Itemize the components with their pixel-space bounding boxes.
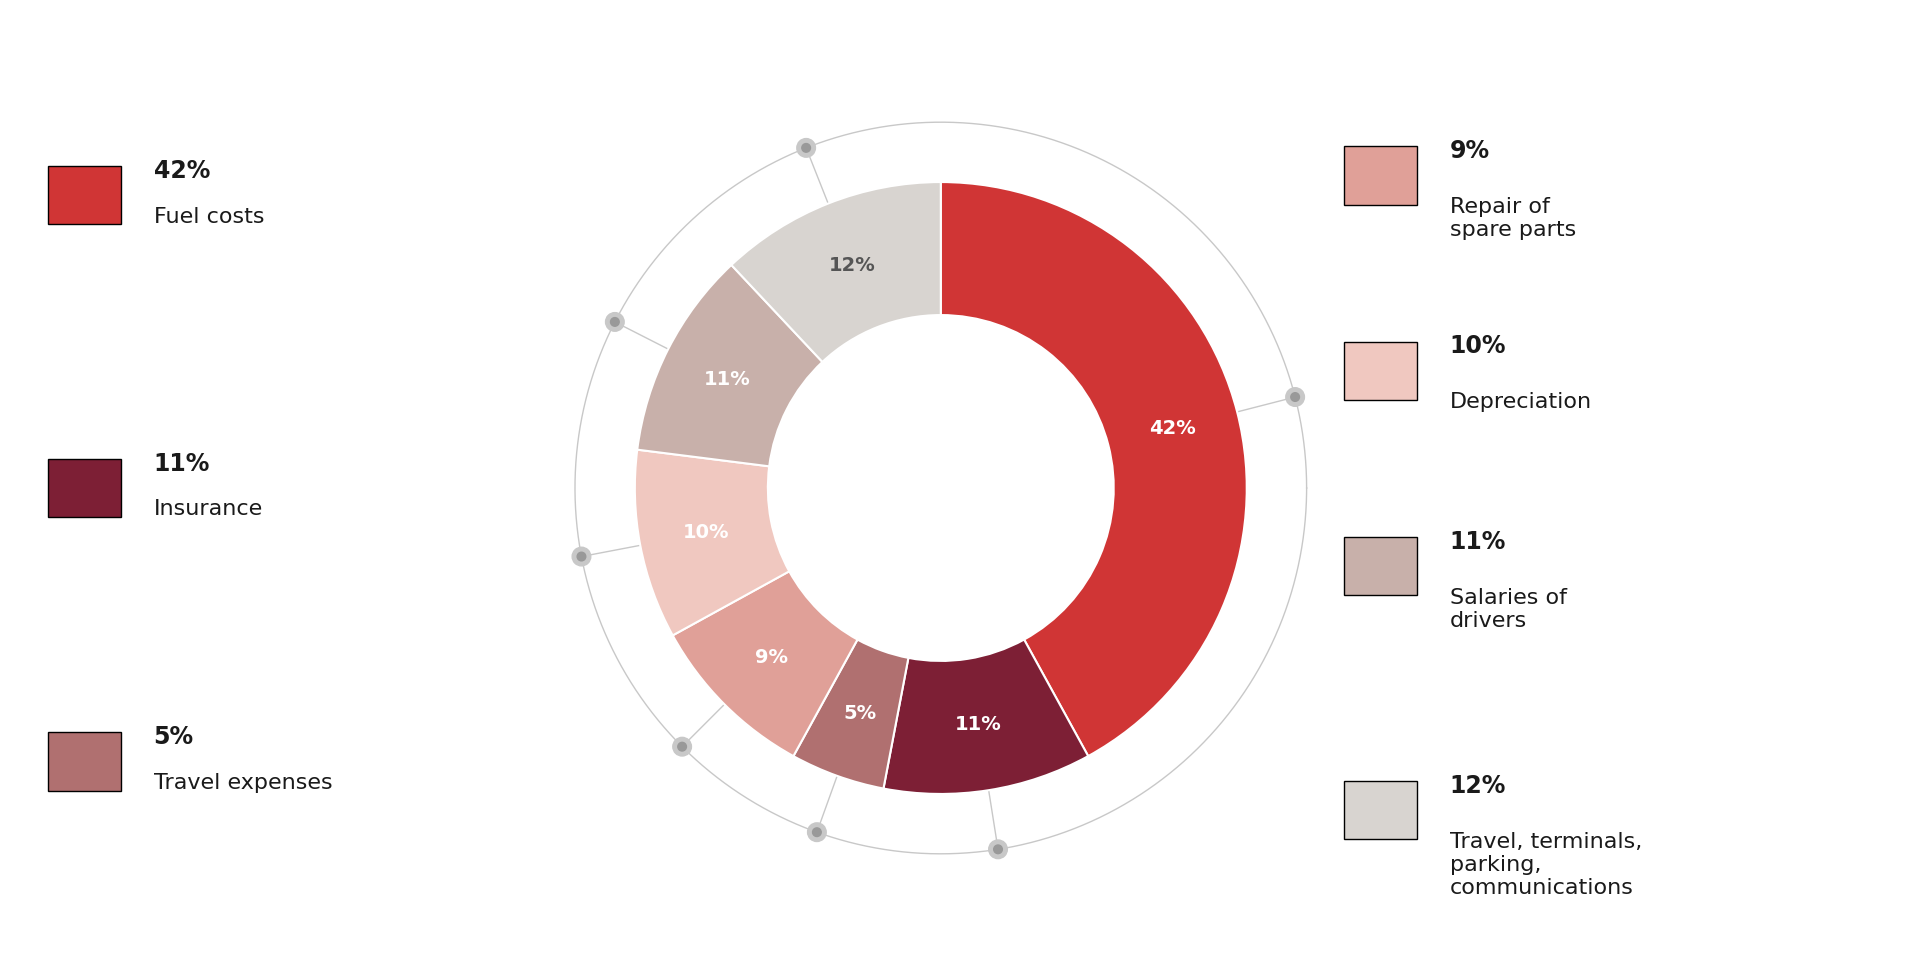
Text: 9%: 9% [755,648,787,667]
Wedge shape [883,639,1089,793]
Circle shape [672,737,691,756]
Circle shape [578,552,586,561]
Circle shape [808,823,826,841]
Text: Travel expenses: Travel expenses [154,773,332,793]
Text: 5%: 5% [843,704,876,723]
Text: 42%: 42% [1150,419,1196,438]
Circle shape [1290,392,1300,401]
Text: 12%: 12% [1450,774,1505,797]
Text: Insurance: Insurance [154,500,263,519]
Text: 12%: 12% [829,256,876,275]
Wedge shape [732,183,941,362]
Circle shape [797,139,816,157]
Wedge shape [793,639,908,789]
Wedge shape [637,264,822,467]
Wedge shape [672,571,858,756]
Text: Travel, terminals,
parking,
communications: Travel, terminals, parking, communicatio… [1450,832,1642,898]
Text: 11%: 11% [954,715,1002,734]
Text: 11%: 11% [705,370,751,388]
Text: Fuel costs: Fuel costs [154,207,265,226]
Text: 11%: 11% [1450,530,1505,553]
Text: 10%: 10% [1450,335,1505,358]
Circle shape [995,845,1002,854]
Circle shape [611,317,618,326]
Circle shape [572,548,591,566]
Circle shape [605,312,624,331]
Text: Repair of
spare parts: Repair of spare parts [1450,197,1576,240]
Circle shape [812,828,822,836]
Text: 42%: 42% [154,159,209,183]
Circle shape [803,143,810,152]
Text: Depreciation: Depreciation [1450,392,1592,412]
Text: 9%: 9% [1450,140,1490,163]
Text: Salaries of
drivers: Salaries of drivers [1450,588,1567,630]
Circle shape [1286,387,1304,406]
Circle shape [989,840,1008,859]
Text: 10%: 10% [682,523,730,543]
Wedge shape [941,183,1246,756]
Text: 11%: 11% [154,452,209,475]
Wedge shape [636,450,789,635]
Text: 5%: 5% [154,725,194,749]
Circle shape [678,743,687,751]
